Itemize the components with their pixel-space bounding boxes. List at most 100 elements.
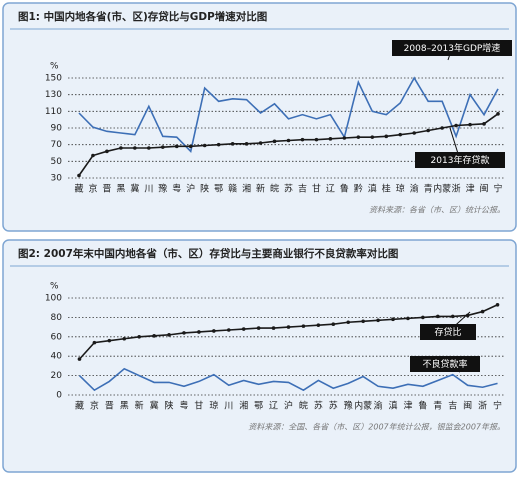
point bbox=[301, 324, 306, 328]
point bbox=[105, 149, 109, 154]
y-tick-label: 20 bbox=[51, 371, 63, 381]
x-tick-label: 赣 bbox=[228, 183, 237, 195]
x-tick-label: 鲁 bbox=[418, 400, 427, 412]
point bbox=[241, 327, 246, 331]
x-tick-label: 晋 bbox=[105, 401, 114, 412]
point bbox=[271, 326, 276, 330]
y-tick-label: 110 bbox=[45, 107, 62, 117]
y-tick-label: 60 bbox=[51, 332, 63, 342]
x-tick-label: 苏 bbox=[284, 183, 293, 195]
y-tick-label: 30 bbox=[51, 174, 63, 184]
y-tick-label: 0 bbox=[56, 391, 62, 401]
point bbox=[495, 302, 500, 307]
series-line bbox=[78, 76, 499, 153]
point bbox=[406, 316, 410, 321]
x-tick-label: 津 bbox=[403, 401, 412, 412]
point bbox=[119, 146, 123, 150]
point bbox=[328, 137, 333, 141]
point bbox=[160, 145, 165, 149]
point bbox=[230, 142, 235, 146]
point bbox=[421, 315, 425, 320]
x-tick-label: 青 bbox=[433, 400, 442, 412]
x-tick-label: 京 bbox=[90, 400, 99, 412]
point bbox=[316, 323, 321, 327]
x-tick-label: 沪 bbox=[284, 400, 293, 412]
point bbox=[137, 335, 141, 339]
x-tick-label: 鲁 bbox=[340, 183, 349, 195]
x-tick-label: 浙 bbox=[478, 400, 487, 412]
point bbox=[496, 112, 500, 116]
y-tick-label: 90 bbox=[51, 124, 63, 134]
x-tick-label: 粤 bbox=[179, 400, 188, 412]
point bbox=[436, 314, 440, 319]
chart-title: 图1: 中国内地各省(市、区)存贷比与GDP增速对比图 bbox=[18, 10, 267, 23]
point bbox=[482, 122, 486, 126]
x-tick-label: 甘 bbox=[194, 400, 203, 412]
point bbox=[133, 146, 137, 150]
point bbox=[92, 340, 97, 345]
x-tick-label: 鄂 bbox=[214, 184, 223, 195]
x-tick-label: 冀 bbox=[150, 400, 159, 412]
y-tick-label: 80 bbox=[51, 313, 63, 323]
point bbox=[188, 144, 193, 149]
point bbox=[286, 138, 291, 143]
point bbox=[480, 309, 485, 314]
x-tick-label: 辽 bbox=[269, 401, 278, 412]
point bbox=[440, 126, 444, 130]
y-tick-label: 100 bbox=[45, 294, 62, 304]
x-tick-label: 鄂 bbox=[254, 401, 263, 412]
x-tick-label: 内蒙 bbox=[354, 400, 372, 412]
point bbox=[122, 336, 127, 341]
x-tick-label: 内蒙 bbox=[433, 183, 451, 195]
point bbox=[412, 131, 417, 135]
y-tick-label: 70 bbox=[51, 140, 63, 150]
x-tick-label: 甘 bbox=[312, 183, 321, 195]
y-tick-label: 130 bbox=[45, 90, 62, 100]
x-tick-label: 渝 bbox=[374, 400, 383, 412]
chart-title: 图2: 2007年末中国内地各省（市、区）存贷比与主要商业银行不良贷款率对比图 bbox=[18, 247, 398, 260]
x-tick-label: 新 bbox=[256, 183, 265, 195]
x-tick-label: 琼 bbox=[209, 400, 218, 412]
y-axis-label: % bbox=[50, 62, 59, 72]
x-tick-label: 苏 bbox=[314, 400, 323, 412]
x-tick-label: 滇 bbox=[389, 400, 398, 412]
x-tick-label: 京 bbox=[88, 183, 97, 195]
legend-label: 存贷比 bbox=[434, 326, 461, 338]
x-tick-label: 沪 bbox=[186, 183, 195, 195]
legend-box bbox=[415, 152, 505, 168]
point bbox=[356, 135, 361, 139]
point bbox=[202, 143, 207, 148]
x-tick-label: 津 bbox=[466, 184, 475, 195]
point bbox=[454, 123, 458, 128]
x-tick-label: 闽 bbox=[463, 400, 472, 412]
x-tick-label: 湘 bbox=[242, 183, 251, 195]
point bbox=[376, 318, 380, 323]
x-tick-label: 皖 bbox=[299, 400, 308, 412]
legend-box bbox=[410, 356, 480, 372]
x-tick-label: 宁 bbox=[494, 183, 503, 195]
source-note: 资料来源：各省（市、区）统计公报。 bbox=[369, 206, 505, 215]
point bbox=[398, 132, 403, 137]
point bbox=[212, 329, 216, 333]
x-tick-label: 川 bbox=[224, 402, 233, 412]
point bbox=[370, 135, 375, 139]
x-tick-label: 湘 bbox=[239, 400, 248, 412]
point bbox=[300, 137, 305, 142]
x-tick-label: 黑 bbox=[116, 184, 125, 195]
point bbox=[468, 122, 472, 127]
x-tick-label: 藏 bbox=[74, 183, 83, 195]
point bbox=[450, 314, 455, 319]
x-tick-label: 粤 bbox=[172, 183, 181, 195]
x-tick-label: 浙 bbox=[452, 183, 461, 195]
source-note: 资料来源：全国、各省（市、区）2007年统计公报，银监会2007年报。 bbox=[248, 423, 505, 432]
x-tick-label: 陕 bbox=[165, 400, 174, 412]
point bbox=[426, 128, 430, 133]
x-tick-label: 苏 bbox=[329, 400, 338, 412]
point bbox=[314, 137, 319, 142]
x-tick-label: 晋 bbox=[102, 184, 111, 195]
legend-box bbox=[420, 324, 476, 340]
x-tick-label: 冀 bbox=[130, 183, 139, 195]
x-tick-label: 藏 bbox=[75, 400, 84, 412]
x-tick-label: 渝 bbox=[410, 183, 419, 195]
